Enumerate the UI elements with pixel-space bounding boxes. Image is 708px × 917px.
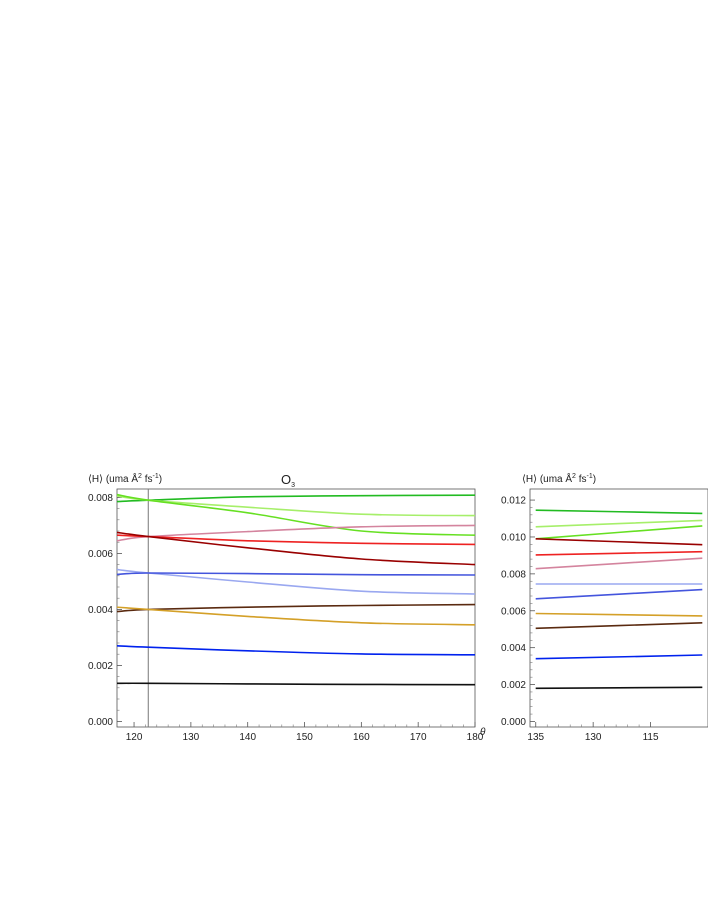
chart-left: ⟨H⟩ (uma Å2 fs-1) O3 θ 0.000 0.002 0.004 0.… bbox=[88, 472, 486, 743]
series-line-9 bbox=[116, 603, 476, 613]
plot-frame bbox=[116, 488, 476, 728]
series-line-4 bbox=[535, 538, 703, 546]
y-tick-label: 0.004 bbox=[501, 643, 526, 654]
plot-frame bbox=[529, 488, 708, 728]
series-line-8 bbox=[535, 588, 703, 600]
x-tick-label: 170 bbox=[410, 732, 427, 743]
y-tick-label: 0.008 bbox=[501, 569, 526, 580]
x-tick-label: 160 bbox=[353, 732, 370, 743]
y-tick-label: 0.006 bbox=[88, 549, 113, 560]
chart-right: ⟨H⟩ (uma Å2 fs-1) 0.000 0.002 0.004 0.006 0.… bbox=[501, 472, 708, 743]
x-tick-label: 180 bbox=[467, 732, 484, 743]
y-axis-label-right: ⟨H⟩ (uma Å2 fs-1) bbox=[522, 472, 596, 485]
y-axis-label-left: ⟨H⟩ (uma Å2 fs-1) bbox=[88, 472, 162, 485]
x-axis-label-left: θ bbox=[480, 727, 486, 738]
series-line-9 bbox=[535, 612, 703, 617]
x-tick-label: 150 bbox=[296, 732, 313, 743]
series-line-8 bbox=[116, 572, 476, 576]
y-tick-label: 0.010 bbox=[501, 532, 526, 543]
x-tick-label: 115 bbox=[643, 732, 659, 743]
series-line-1 bbox=[535, 509, 703, 515]
series-line-10 bbox=[116, 606, 476, 626]
x-tick-label: 140 bbox=[239, 732, 256, 743]
x-tick-label: 130 bbox=[183, 732, 200, 743]
x-tick-label: 130 bbox=[585, 732, 602, 743]
y-tick-label: 0.012 bbox=[501, 496, 526, 507]
x-tick-label: 135 bbox=[527, 732, 544, 743]
series-line-6 bbox=[116, 531, 476, 566]
series-line-6 bbox=[535, 557, 703, 570]
series-line-10 bbox=[535, 622, 703, 630]
series-line-7 bbox=[116, 568, 476, 595]
series-line-5 bbox=[535, 550, 703, 556]
y-tick-label: 0.008 bbox=[88, 493, 113, 504]
y-tick-label: 0.006 bbox=[501, 606, 526, 617]
series-line-4 bbox=[116, 524, 476, 542]
series-line-11 bbox=[116, 645, 476, 656]
x-tick-label: 120 bbox=[126, 732, 143, 743]
chart-title-left: O3 bbox=[281, 472, 295, 489]
series-line-12 bbox=[535, 686, 703, 690]
series-line-11 bbox=[535, 654, 703, 660]
series-line-2 bbox=[535, 519, 703, 528]
y-tick-label: 0.002 bbox=[501, 680, 526, 691]
series-line-12 bbox=[116, 682, 476, 686]
y-tick-label: 0.000 bbox=[88, 717, 113, 728]
y-tick-label: 0.004 bbox=[88, 605, 113, 616]
series-line-1 bbox=[116, 494, 476, 503]
series-line-3 bbox=[116, 493, 476, 536]
series-line-3 bbox=[535, 525, 703, 540]
y-tick-label: 0.000 bbox=[501, 717, 526, 728]
y-tick-label: 0.002 bbox=[88, 661, 113, 672]
